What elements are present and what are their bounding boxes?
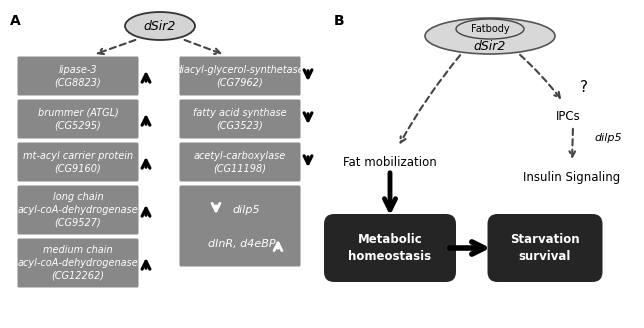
Ellipse shape xyxy=(125,12,195,40)
Text: mt-acyl carrier protein
(CG9160): mt-acyl carrier protein (CG9160) xyxy=(23,151,133,174)
Text: brummer (ATGL)
(CG5295): brummer (ATGL) (CG5295) xyxy=(37,108,118,131)
FancyBboxPatch shape xyxy=(17,186,138,235)
Text: lipase-3
(CG8823): lipase-3 (CG8823) xyxy=(55,65,101,87)
FancyBboxPatch shape xyxy=(180,142,301,181)
FancyBboxPatch shape xyxy=(17,99,138,138)
Text: dilp5: dilp5 xyxy=(594,133,621,143)
Text: dInR, d4eBP: dInR, d4eBP xyxy=(208,239,276,249)
Text: medium chain
acyl-coA-dehydrogenase
(CG12262): medium chain acyl-coA-dehydrogenase (CG1… xyxy=(17,245,138,281)
Text: IPCs: IPCs xyxy=(556,110,580,122)
FancyBboxPatch shape xyxy=(17,56,138,95)
FancyBboxPatch shape xyxy=(180,56,301,95)
FancyBboxPatch shape xyxy=(488,214,603,282)
Text: Metabolic
homeostasis: Metabolic homeostasis xyxy=(348,233,431,263)
FancyBboxPatch shape xyxy=(324,214,456,282)
Text: fatty acid synthase
(CG3523): fatty acid synthase (CG3523) xyxy=(193,108,287,131)
Text: B: B xyxy=(334,14,345,28)
Text: dSir2: dSir2 xyxy=(144,19,176,32)
Text: acetyl-carboxylase
(CG11198): acetyl-carboxylase (CG11198) xyxy=(194,151,286,174)
FancyBboxPatch shape xyxy=(180,186,301,266)
Text: ?: ? xyxy=(580,80,588,95)
FancyBboxPatch shape xyxy=(180,99,301,138)
FancyBboxPatch shape xyxy=(17,238,138,288)
Text: Fatbody: Fatbody xyxy=(471,24,509,34)
Text: Insulin Signaling: Insulin Signaling xyxy=(524,172,621,184)
Text: dilp5: dilp5 xyxy=(232,205,260,215)
Text: A: A xyxy=(10,14,21,28)
Text: long chain
acyl-coA-dehydrogenase
(CG9527): long chain acyl-coA-dehydrogenase (CG952… xyxy=(17,192,138,228)
FancyBboxPatch shape xyxy=(17,142,138,181)
Text: Fat mobilization: Fat mobilization xyxy=(343,155,437,169)
Text: Starvation
survival: Starvation survival xyxy=(510,233,580,263)
Ellipse shape xyxy=(425,18,555,54)
Ellipse shape xyxy=(456,19,524,39)
Text: diacyl-glycerol-synthetase
(CG7962): diacyl-glycerol-synthetase (CG7962) xyxy=(176,65,305,87)
Text: dSir2: dSir2 xyxy=(474,39,506,52)
